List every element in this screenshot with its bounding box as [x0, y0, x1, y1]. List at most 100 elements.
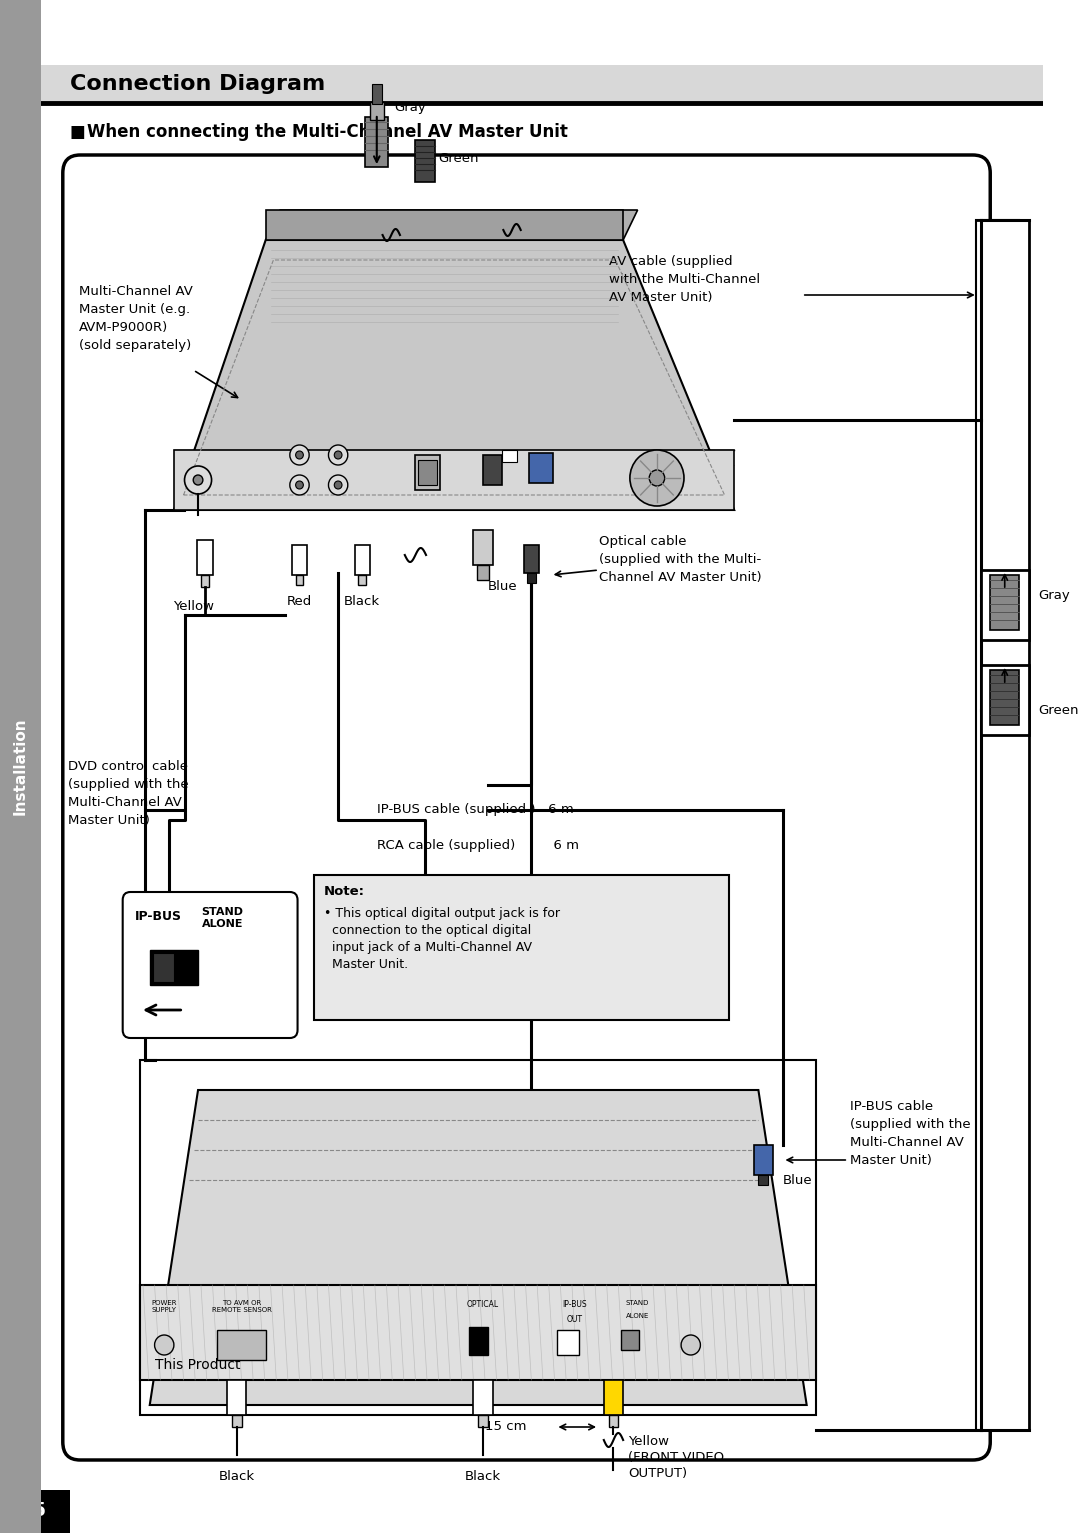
Polygon shape — [266, 210, 637, 241]
Text: Red: Red — [287, 595, 312, 609]
Bar — [314, 875, 729, 1019]
Circle shape — [328, 475, 348, 495]
Text: Green: Green — [438, 152, 480, 164]
Text: • This optical digital output jack is for
  connection to the optical digital
  : • This optical digital output jack is fo… — [324, 908, 559, 970]
Text: Blue: Blue — [488, 579, 517, 593]
Bar — [502, 451, 517, 461]
Text: ALONE: ALONE — [626, 1312, 649, 1318]
Circle shape — [681, 1335, 701, 1355]
Circle shape — [185, 466, 212, 494]
Bar — [372, 84, 381, 104]
Text: IP-BUS: IP-BUS — [135, 911, 183, 923]
Bar — [609, 1415, 618, 1427]
Text: Gray: Gray — [1039, 589, 1070, 601]
Text: OUT: OUT — [567, 1315, 583, 1325]
Bar — [981, 570, 1029, 639]
Bar — [478, 1415, 488, 1427]
Bar — [227, 1380, 246, 1415]
Bar — [477, 566, 489, 579]
Bar — [529, 452, 553, 483]
Circle shape — [193, 475, 203, 484]
Bar — [483, 455, 502, 484]
Bar — [524, 546, 539, 573]
Circle shape — [328, 445, 348, 464]
Text: 15 cm: 15 cm — [485, 1421, 527, 1433]
Bar — [359, 575, 366, 586]
Text: IP-BUS cable
(supplied with the
Multi-Channel AV
Master Unit): IP-BUS cable (supplied with the Multi-Ch… — [850, 1101, 971, 1167]
Bar — [292, 546, 307, 575]
Bar — [604, 1380, 623, 1415]
Bar — [758, 1174, 768, 1185]
Bar — [370, 103, 383, 120]
Text: DVD control cable
(supplied with the
Multi-Channel AV
Master Unit): DVD control cable (supplied with the Mul… — [68, 760, 188, 826]
Bar — [416, 140, 435, 182]
Bar — [754, 1145, 773, 1174]
Text: Yellow
(FRONT VIDEO
OUTPUT): Yellow (FRONT VIDEO OUTPUT) — [627, 1435, 724, 1479]
Text: STAND: STAND — [626, 1300, 649, 1306]
Polygon shape — [174, 241, 734, 510]
FancyBboxPatch shape — [123, 892, 298, 1038]
Circle shape — [649, 471, 664, 486]
Bar — [981, 221, 1029, 1430]
Bar — [217, 1331, 266, 1360]
Bar — [473, 530, 492, 566]
Bar — [365, 117, 389, 167]
Bar — [418, 460, 436, 484]
Bar — [140, 1285, 816, 1380]
Text: STAND
ALONE: STAND ALONE — [201, 908, 243, 929]
Text: AV cable (supplied
with the Multi-Channel
AV Master Unit): AV cable (supplied with the Multi-Channe… — [609, 254, 759, 304]
Bar — [557, 1331, 579, 1355]
Text: Multi-Channel AV
Master Unit (e.g.
AVM-P9000R)
(sold separately): Multi-Channel AV Master Unit (e.g. AVM-P… — [79, 285, 193, 353]
Circle shape — [154, 1335, 174, 1355]
Bar — [197, 540, 213, 575]
FancyBboxPatch shape — [63, 155, 990, 1459]
Bar — [201, 575, 208, 587]
Text: TO AVM OR
REMOTE SENSOR: TO AVM OR REMOTE SENSOR — [212, 1300, 271, 1312]
Text: Black: Black — [345, 595, 380, 609]
Text: Black: Black — [465, 1470, 501, 1482]
Bar — [232, 1415, 242, 1427]
Circle shape — [289, 445, 309, 464]
Circle shape — [296, 451, 303, 458]
Text: When connecting the Multi-Channel AV Master Unit: When connecting the Multi-Channel AV Mas… — [87, 123, 568, 141]
Text: OPTICAL: OPTICAL — [467, 1300, 499, 1309]
Circle shape — [296, 481, 303, 489]
Bar — [469, 1328, 488, 1355]
Text: Installation: Installation — [13, 717, 28, 816]
Bar — [473, 1380, 492, 1415]
Text: ■: ■ — [69, 123, 85, 141]
Circle shape — [335, 481, 342, 489]
Bar — [354, 546, 370, 575]
Text: RCA cable (supplied)         6 m: RCA cable (supplied) 6 m — [377, 839, 579, 851]
Circle shape — [630, 451, 684, 506]
Bar — [41, 64, 1043, 103]
Circle shape — [335, 451, 342, 458]
Bar — [416, 455, 440, 491]
Text: Black: Black — [218, 1470, 255, 1482]
Bar — [140, 1059, 816, 1415]
Bar — [266, 210, 623, 241]
Text: POWER
SUPPLY: POWER SUPPLY — [151, 1300, 177, 1312]
Bar — [0, 0, 41, 1533]
Bar — [621, 1331, 638, 1351]
Text: Connection Diagram: Connection Diagram — [69, 74, 325, 94]
Text: Note:: Note: — [324, 885, 365, 898]
Bar — [975, 221, 1020, 1430]
Circle shape — [289, 475, 309, 495]
Bar — [527, 573, 536, 583]
Polygon shape — [150, 1090, 807, 1406]
Bar — [0, 1490, 69, 1533]
Text: 65: 65 — [23, 1502, 48, 1521]
Text: Gray: Gray — [394, 101, 426, 113]
Bar — [150, 950, 198, 986]
Text: This Product: This Product — [154, 1358, 240, 1372]
Bar — [152, 954, 174, 983]
Bar — [174, 451, 734, 510]
Bar — [296, 575, 303, 586]
Bar — [990, 670, 1020, 725]
Text: Yellow: Yellow — [173, 599, 214, 613]
Text: Green: Green — [1039, 704, 1079, 716]
Text: IP-BUS cable (supplied )   6 m: IP-BUS cable (supplied ) 6 m — [377, 803, 573, 817]
Bar — [981, 665, 1029, 734]
Text: IP-BUS: IP-BUS — [563, 1300, 588, 1309]
